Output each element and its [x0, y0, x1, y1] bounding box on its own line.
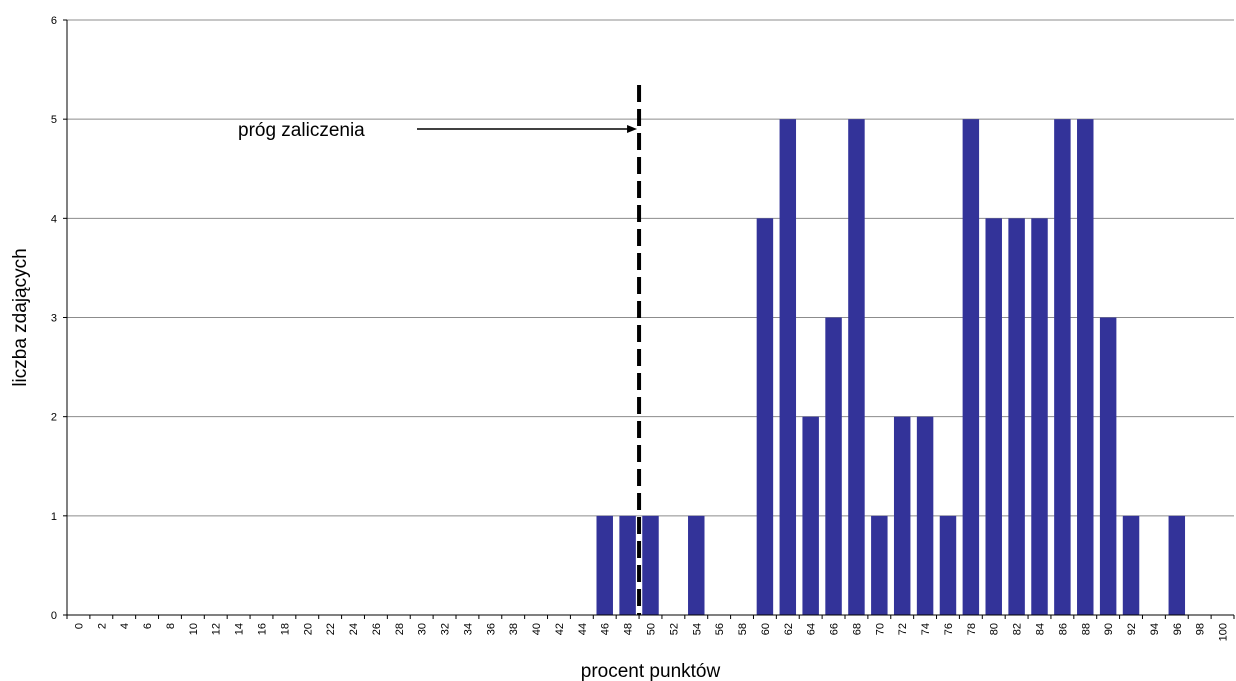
y-tick-label: 4	[51, 213, 57, 225]
x-tick-label: 94	[1149, 623, 1161, 635]
x-tick-label: 18	[279, 623, 291, 635]
x-tick-label: 10	[188, 623, 200, 635]
x-tick-label: 68	[851, 623, 863, 635]
y-tick-label: 0	[51, 610, 57, 622]
x-tick-label: 12	[211, 623, 223, 635]
bar	[985, 218, 1002, 616]
bar	[756, 218, 774, 616]
x-tick-label: 92	[1126, 623, 1138, 635]
bar	[688, 515, 705, 615]
x-tick-label: 42	[554, 623, 566, 635]
x-tick-label: 90	[1103, 623, 1115, 635]
x-tick-label: 56	[714, 623, 726, 635]
bar	[962, 119, 980, 616]
bar	[916, 416, 934, 615]
y-tick-labels: 0 1 2 3 4 5 6	[51, 15, 67, 622]
bar	[939, 515, 957, 615]
x-tick-label: 54	[691, 623, 703, 635]
x-tick-label: 4	[119, 623, 131, 629]
x-tick-label: 70	[874, 623, 886, 635]
x-tick-label: 86	[1057, 623, 1069, 635]
x-tick-label: 66	[829, 623, 841, 635]
bar	[825, 317, 842, 615]
bar	[1168, 515, 1186, 615]
x-tick-label: 80	[989, 623, 1001, 635]
x-tick-label: 28	[394, 623, 406, 635]
bar	[642, 515, 659, 615]
y-axis-title: liczba zdających	[10, 248, 31, 386]
x-tick-label: 26	[371, 623, 383, 635]
x-tick-label: 34	[462, 623, 474, 635]
x-tick-label: 22	[325, 623, 337, 635]
bar	[893, 416, 911, 615]
x-tick-label: 8	[165, 623, 177, 629]
x-tick-label: 6	[142, 623, 154, 629]
x-tick-label: 32	[440, 623, 452, 635]
x-tick-label: 14	[234, 623, 246, 635]
x-tick-label: 82	[1012, 623, 1024, 635]
bars	[596, 119, 1186, 616]
x-tick-label: 76	[943, 623, 955, 635]
x-tick-label: 48	[623, 623, 635, 635]
y-tick-label: 2	[51, 412, 57, 424]
bar	[871, 515, 888, 615]
bar	[1122, 515, 1140, 615]
bar	[848, 119, 865, 616]
x-tick-label: 78	[966, 623, 978, 635]
x-tick-label: 74	[920, 623, 932, 635]
x-axis-title: procent punktów	[581, 661, 721, 681]
x-tick-label: 64	[806, 623, 818, 635]
x-tick-label: 96	[1172, 623, 1184, 635]
bar	[1031, 218, 1048, 616]
x-tick-label: 0	[73, 623, 85, 629]
x-tick-label: 98	[1195, 623, 1207, 635]
x-tick-label: 58	[737, 623, 749, 635]
x-tick-label: 50	[646, 623, 658, 635]
x-tick-label: 40	[531, 623, 543, 635]
x-tick-label: 30	[417, 623, 429, 635]
x-tick-label: 52	[668, 623, 680, 635]
x-tick-label: 100	[1218, 623, 1230, 641]
bar	[1054, 119, 1071, 616]
bar	[596, 515, 613, 615]
bar	[619, 515, 636, 615]
x-tick-label: 24	[348, 623, 360, 635]
bar	[1077, 119, 1094, 616]
x-tick-label: 72	[897, 623, 909, 635]
bar	[779, 119, 797, 616]
x-tick-label: 88	[1080, 623, 1092, 635]
x-tick-label: 16	[257, 623, 269, 635]
x-tick-label: 20	[302, 623, 314, 635]
x-tick-label: 60	[760, 623, 772, 635]
bar	[1099, 317, 1117, 615]
x-tick-label: 36	[485, 623, 497, 635]
x-tick-label: 2	[96, 623, 108, 629]
x-tick-label: 84	[1035, 623, 1047, 635]
y-tick-label: 3	[51, 313, 57, 325]
x-tick-label: 62	[783, 623, 795, 635]
x-tick-label: 44	[577, 623, 589, 635]
threshold-label: próg zaliczenia	[238, 120, 365, 141]
y-tick-label: 1	[51, 511, 57, 523]
threshold-arrow-head	[627, 125, 638, 133]
bar	[802, 416, 819, 615]
x-tick-label: 38	[508, 623, 520, 635]
x-tick-labels: 0 2 4 6 8 10 12 14 16 18 20 22 24 26 28 30 32 34 36 38 40 42 4…	[66, 615, 1235, 641]
bar	[1008, 218, 1025, 616]
x-tick-label: 46	[600, 623, 612, 635]
y-tick-label: 6	[51, 15, 57, 27]
y-tick-label: 5	[51, 114, 57, 126]
